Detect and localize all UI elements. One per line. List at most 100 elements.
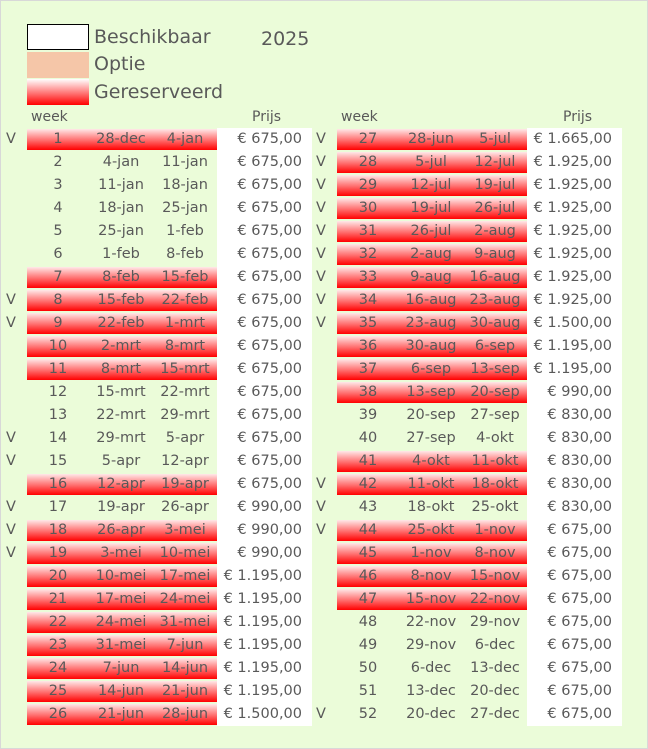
week-number: 45 bbox=[358, 545, 378, 561]
reserved-bar bbox=[337, 267, 527, 288]
date-from: 25-jan bbox=[98, 223, 144, 239]
price: € 675,00 bbox=[217, 220, 312, 243]
week-number: 38 bbox=[358, 384, 378, 400]
date-to: 20-sep bbox=[470, 384, 520, 400]
booked-mark: V bbox=[316, 131, 326, 147]
week-number: 48 bbox=[358, 614, 378, 630]
week-number: 11 bbox=[48, 361, 68, 377]
week-number: 42 bbox=[358, 476, 378, 492]
date-to: 25-okt bbox=[471, 499, 519, 515]
reserved-bar bbox=[337, 129, 527, 150]
date-to: 8-feb bbox=[166, 246, 204, 262]
date-to: 5-apr bbox=[165, 430, 205, 446]
date-to: 12-apr bbox=[161, 453, 209, 469]
week-number: 39 bbox=[358, 407, 378, 423]
price: € 675,00 bbox=[217, 197, 312, 220]
week-number: 18 bbox=[48, 522, 68, 538]
table-row: V 18 26-apr 3-mei € 990,00 bbox=[1, 519, 648, 542]
date-from: 4-jan bbox=[102, 154, 140, 170]
date-from: 31-mei bbox=[95, 637, 147, 653]
date-to: 29-nov bbox=[469, 614, 521, 630]
table-row: V 42 11-okt 18-okt € 830,00 bbox=[1, 473, 648, 496]
price: € 1.195,00 bbox=[217, 680, 312, 703]
date-to: 18-jan bbox=[162, 177, 208, 193]
date-to: 2-aug bbox=[474, 223, 516, 239]
table-row: V 32 2-aug 9-aug € 1.925,00 bbox=[1, 243, 648, 266]
week-number: 44 bbox=[358, 522, 378, 538]
date-from: 16-aug bbox=[405, 292, 457, 308]
date-from: 22-feb bbox=[97, 315, 145, 331]
reserved-bar bbox=[27, 566, 217, 587]
date-from: 8-mrt bbox=[100, 361, 142, 377]
week-number: 23 bbox=[48, 637, 68, 653]
date-from: 20-dec bbox=[406, 706, 456, 722]
table-row: 47 15-nov 22-nov € 675,00 bbox=[1, 588, 648, 611]
booked-mark bbox=[311, 358, 331, 381]
right-week-header: week bbox=[341, 109, 378, 125]
table-row: 40 27-sep 4-okt € 830,00 bbox=[1, 427, 648, 450]
price: € 1.925,00 bbox=[527, 220, 622, 243]
date-to: 6-sep bbox=[474, 338, 516, 354]
week-number: 28 bbox=[358, 154, 378, 170]
date-to: 8-nov bbox=[474, 545, 516, 561]
date-to: 27-dec bbox=[470, 706, 520, 722]
table-row: V 34 16-aug 23-aug € 1.925,00 bbox=[1, 289, 648, 312]
price: € 1.195,00 bbox=[217, 634, 312, 657]
date-to: 15-feb bbox=[161, 269, 209, 285]
date-to: 13-sep bbox=[470, 361, 520, 377]
reserved-bar bbox=[337, 336, 527, 357]
table-row: 49 29-nov 6-dec € 675,00 bbox=[1, 634, 648, 657]
date-to: 22-nov bbox=[469, 591, 521, 607]
table-row: V 43 18-okt 25-okt € 830,00 bbox=[1, 496, 648, 519]
week-number: 36 bbox=[358, 338, 378, 354]
reserved-bar bbox=[27, 704, 217, 725]
date-to: 18-okt bbox=[471, 476, 519, 492]
booked-mark bbox=[311, 680, 331, 703]
booked-mark bbox=[311, 542, 331, 565]
week-number: 46 bbox=[358, 568, 378, 584]
table-row: V 33 9-aug 16-aug € 1.925,00 bbox=[1, 266, 648, 289]
booked-mark: V bbox=[316, 476, 326, 492]
week-number: 4 bbox=[53, 200, 63, 216]
legend-label-option: Optie bbox=[94, 53, 146, 75]
price: € 1.195,00 bbox=[217, 611, 312, 634]
right-price-header: Prijs bbox=[563, 109, 593, 125]
date-from: 4-okt bbox=[412, 453, 450, 469]
table-row: V 44 25-okt 1-nov € 675,00 bbox=[1, 519, 648, 542]
week-number: 50 bbox=[358, 660, 378, 676]
booked-mark: V bbox=[316, 522, 326, 538]
booked-mark: V bbox=[316, 177, 326, 193]
booked-mark: V bbox=[6, 499, 16, 515]
booked-mark: V bbox=[316, 499, 326, 515]
booked-mark bbox=[311, 335, 331, 358]
date-to: 24-mei bbox=[159, 591, 211, 607]
date-to: 22-feb bbox=[161, 292, 209, 308]
booked-mark: V bbox=[316, 706, 326, 722]
date-from: 20-sep bbox=[406, 407, 456, 423]
reserved-bar bbox=[27, 267, 217, 288]
reserved-bar bbox=[337, 175, 527, 196]
left-price-header: Prijs bbox=[252, 109, 282, 125]
date-from: 22-mrt bbox=[96, 407, 146, 423]
price: € 675,00 bbox=[527, 588, 622, 611]
reserved-bar bbox=[337, 543, 527, 564]
price: € 990,00 bbox=[217, 496, 312, 519]
reserved-bar bbox=[337, 566, 527, 587]
price: € 830,00 bbox=[527, 450, 622, 473]
price: € 675,00 bbox=[527, 611, 622, 634]
date-from: 28-jun bbox=[407, 131, 455, 147]
booked-mark: V bbox=[316, 246, 326, 262]
week-number: 13 bbox=[48, 407, 68, 423]
reserved-bar bbox=[337, 474, 527, 495]
table-row: V 19 3-mei 10-mei € 990,00 bbox=[1, 542, 648, 565]
date-to: 7-jun bbox=[166, 637, 204, 653]
table-row: V 28 5-jul 12-jul € 1.925,00 bbox=[1, 151, 648, 174]
table-row: 2 4-jan 11-jan € 675,00 bbox=[1, 151, 648, 174]
date-from: 18-okt bbox=[407, 499, 455, 515]
date-to: 23-aug bbox=[469, 292, 521, 308]
date-to: 14-jun bbox=[161, 660, 209, 676]
date-from: 25-okt bbox=[407, 522, 455, 538]
reserved-bar bbox=[27, 313, 217, 334]
price: € 675,00 bbox=[527, 634, 622, 657]
price: € 830,00 bbox=[527, 473, 622, 496]
